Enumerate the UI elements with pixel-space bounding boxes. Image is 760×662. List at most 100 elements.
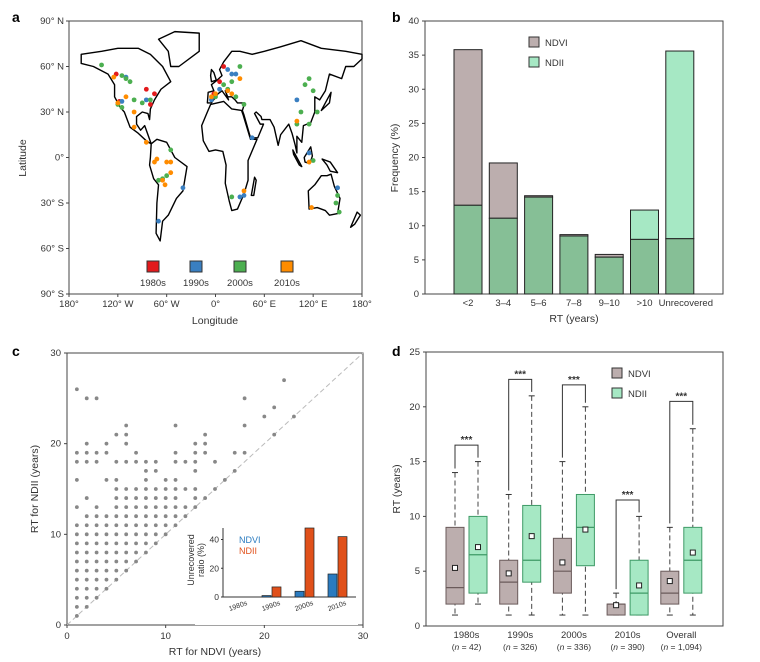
map-xtick-label: 120° W <box>102 299 133 310</box>
scatter-point <box>114 478 119 482</box>
b-ytick-label: 40 <box>408 16 419 27</box>
n-symbol: n <box>455 642 460 652</box>
scatter-point <box>124 523 129 528</box>
site-point-2010s <box>131 109 137 115</box>
map-ylabel: Latitude <box>17 139 29 177</box>
map-ytick-label: 60° N <box>40 62 64 73</box>
scatter-point <box>124 541 129 546</box>
map-xlabel: Longitude <box>192 315 238 327</box>
bar-overlap <box>488 217 518 295</box>
site-point-2000s <box>336 209 342 215</box>
mean-marker-ndii <box>528 533 535 540</box>
scatter-point <box>124 487 129 491</box>
n-open: ( <box>503 642 506 652</box>
site-point-1990s <box>225 67 231 72</box>
scatter-point <box>242 423 247 428</box>
land-australia <box>307 173 341 216</box>
scatter-point <box>74 523 79 528</box>
site-point-2010s <box>309 205 314 210</box>
scatter-point <box>84 586 89 591</box>
significance-bracket <box>561 384 586 458</box>
scatter-point <box>183 459 188 464</box>
scatter-point <box>183 487 188 491</box>
site-point-2010s <box>115 100 121 106</box>
scatter-point <box>114 559 119 564</box>
site-point-1980s <box>152 91 157 97</box>
site-point-1990s <box>229 71 235 77</box>
scatter-point <box>173 496 178 500</box>
scatter-point <box>292 414 296 419</box>
n-value: 42 <box>469 642 479 652</box>
bar-ndii <box>665 50 695 240</box>
bar-overlap <box>453 204 483 295</box>
inset-bar-ndvi <box>327 573 338 598</box>
scatter-point <box>84 496 89 500</box>
scatter-point <box>94 396 99 401</box>
map-xtick-label: 0° <box>211 299 220 310</box>
scatter-point <box>94 523 99 528</box>
scatter-point <box>84 523 89 528</box>
scatter-point <box>104 541 109 546</box>
bar-overlap <box>665 238 695 295</box>
scatter-point <box>134 487 138 491</box>
d-xtick-label: 2000s <box>561 630 587 641</box>
b-xtick-label: 3–4 <box>495 298 511 309</box>
scatter-point <box>144 523 148 528</box>
n-eq: = <box>511 642 521 652</box>
mean-marker-ndii <box>582 526 589 533</box>
legend-swatch-1990s <box>189 260 203 273</box>
scatter-point <box>74 595 79 600</box>
scatter-point <box>242 450 247 455</box>
scatter-point <box>84 568 89 573</box>
scatter-point <box>114 459 119 464</box>
site-point-1980s <box>147 102 153 107</box>
significance-stars: *** <box>622 490 634 501</box>
d-ytick-label: 20 <box>409 402 420 413</box>
scatter-point <box>193 496 198 500</box>
scatter-point <box>124 568 129 573</box>
mean-marker-ndvi <box>559 559 566 566</box>
panel-a-map: 180° 120° W 60° W 0° 60° E 120° E 180° 90° N 60°… <box>40 16 372 310</box>
inset-bar-ndii <box>337 536 348 598</box>
c-xtick-label: 30 <box>358 631 369 642</box>
land-new-zealand <box>349 211 362 228</box>
site-point-2000s <box>119 73 125 78</box>
scatter-point <box>74 604 79 609</box>
scatter-point <box>124 423 129 428</box>
scatter-point <box>84 541 89 546</box>
scatter-point <box>74 614 79 618</box>
scatter-point <box>144 505 148 510</box>
scatter-point <box>134 559 138 564</box>
scatter-point <box>144 468 148 473</box>
scatter-point <box>94 514 99 519</box>
scatter-point <box>94 450 99 455</box>
site-point-1990s <box>119 98 125 104</box>
d-ytick-label: 25 <box>409 347 420 358</box>
scatter-point <box>163 487 168 491</box>
bar-overlap <box>630 238 659 295</box>
inset-ylabel-1: Unrecovered <box>186 534 196 586</box>
c-xtick-label: 10 <box>160 631 171 642</box>
d-n-label: (n = 336) <box>557 642 591 652</box>
site-point-2010s <box>168 170 174 176</box>
d-ytick-label: 15 <box>409 457 420 468</box>
map-xtick-label: 120° E <box>299 299 328 310</box>
inset-bar-ndvi <box>294 590 305 598</box>
inset-legend-ndii: NDII <box>239 546 257 556</box>
legend-label-ndvi: NDVI <box>545 38 568 49</box>
scatter-point <box>163 505 168 510</box>
n-open: ( <box>557 642 560 652</box>
scatter-point <box>134 532 138 537</box>
n-symbol: n <box>506 642 511 652</box>
mean-marker-ndii <box>475 544 481 551</box>
d-n-label: (n = 1,094) <box>661 642 703 652</box>
scatter-point <box>144 550 148 555</box>
site-point-2010s <box>209 94 214 100</box>
mean-marker-ndii <box>689 549 696 556</box>
site-point-2000s <box>164 173 170 179</box>
site-point-1980s <box>217 79 222 85</box>
d-frame <box>425 351 724 627</box>
scatter-point <box>272 432 277 437</box>
land-japan <box>320 91 332 112</box>
